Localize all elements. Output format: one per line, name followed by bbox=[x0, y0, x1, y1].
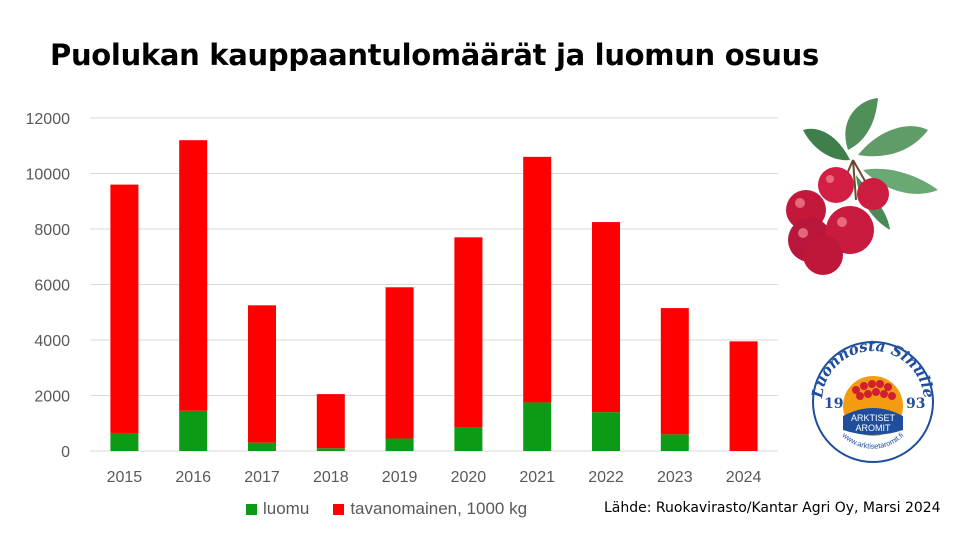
berry-highlight bbox=[795, 198, 805, 208]
y-axis-ticks: 0 2000 4000 6000 8000 10000 12000 bbox=[26, 111, 71, 461]
bar-tavanomainen-2015 bbox=[110, 184, 139, 433]
legend-label-tavanomainen: tavanomainen, 1000 kg bbox=[350, 499, 528, 518]
x-tick-label: 2019 bbox=[382, 469, 418, 486]
y-tick-label: 4000 bbox=[34, 333, 70, 350]
bar-luomu-2018 bbox=[316, 448, 345, 451]
bar-luomu-2015 bbox=[110, 432, 139, 451]
x-tick-label: 2022 bbox=[588, 469, 624, 486]
legend-item-luomu: luomu bbox=[246, 499, 309, 519]
chart-title: Puolukan kauppaantulomäärät ja luomun os… bbox=[50, 38, 819, 72]
leaf bbox=[803, 128, 850, 161]
logo-year-right: 93 bbox=[906, 396, 925, 412]
legend-swatch-tavanomainen bbox=[333, 503, 345, 515]
x-tick-label: 2021 bbox=[519, 469, 555, 486]
legend-label-luomu: luomu bbox=[263, 499, 310, 518]
logo-brand-line2: AROMIT bbox=[856, 423, 892, 433]
y-tick-label: 2000 bbox=[34, 389, 70, 406]
leaf bbox=[858, 126, 928, 157]
logo-berries bbox=[852, 380, 896, 400]
y-tick-label: 12000 bbox=[26, 111, 71, 128]
legend: luomu tavanomainen, 1000 kg bbox=[246, 499, 551, 519]
berry-highlight bbox=[837, 217, 847, 227]
bar-luomu-2019 bbox=[385, 438, 414, 451]
bar-tavanomainen-2022 bbox=[592, 222, 620, 413]
berry bbox=[818, 167, 854, 203]
y-tick-label: 0 bbox=[61, 444, 70, 461]
bar-luomu-2021 bbox=[523, 402, 552, 451]
berry-highlight bbox=[826, 175, 834, 183]
bar-tavanomainen-2024 bbox=[729, 341, 758, 451]
bar-tavanomainen-2016 bbox=[179, 140, 208, 411]
bar-luomu-2020 bbox=[454, 427, 483, 451]
bar-luomu-2022 bbox=[592, 412, 620, 451]
leaf bbox=[845, 98, 878, 150]
x-tick-label: 2017 bbox=[244, 469, 280, 486]
logo-year-left: 19 bbox=[824, 396, 843, 412]
bar-tavanomainen-2020 bbox=[454, 237, 483, 428]
y-tick-label: 10000 bbox=[26, 167, 71, 184]
berry bbox=[857, 178, 889, 210]
x-tick-label: 2020 bbox=[451, 469, 487, 486]
bar-luomu-2023 bbox=[660, 434, 689, 451]
bar-tavanomainen-2018 bbox=[316, 394, 345, 449]
x-tick-label: 2016 bbox=[175, 469, 211, 486]
x-tick-label: 2015 bbox=[107, 469, 143, 486]
bars bbox=[110, 140, 758, 451]
bar-tavanomainen-2017 bbox=[248, 305, 276, 443]
x-tick-label: 2018 bbox=[313, 469, 349, 486]
berry bbox=[803, 235, 843, 275]
source-note: Lähde: Ruokavirasto/Kantar Agri Oy, Mars… bbox=[604, 500, 941, 516]
bar-tavanomainen-2021 bbox=[523, 156, 552, 403]
legend-swatch-luomu bbox=[246, 503, 257, 515]
x-tick-label: 2024 bbox=[726, 469, 762, 486]
x-axis-ticks: 2015 2016 2017 2018 2019 2020 2021 2022 2023 2024 bbox=[107, 469, 762, 486]
legend-item-tavanomainen: tavanomainen, 1000 kg bbox=[333, 499, 527, 519]
y-tick-label: 8000 bbox=[34, 222, 70, 239]
leaf bbox=[863, 168, 938, 194]
logo-brand-line1: ARKTISET bbox=[851, 413, 896, 423]
bar-tavanomainen-2023 bbox=[660, 308, 689, 435]
x-tick-label: 2023 bbox=[657, 469, 693, 486]
bar-tavanomainen-2019 bbox=[385, 287, 414, 439]
lingonberry-image bbox=[786, 98, 938, 275]
arktiset-aromit-logo: Luonnosta Sinulle ARKTISET AROMIT 19 93 … bbox=[808, 337, 938, 463]
berry-highlight bbox=[798, 228, 808, 238]
bar-luomu-2017 bbox=[248, 442, 276, 451]
y-tick-label: 6000 bbox=[34, 278, 70, 295]
bar-luomu-2016 bbox=[179, 410, 208, 451]
